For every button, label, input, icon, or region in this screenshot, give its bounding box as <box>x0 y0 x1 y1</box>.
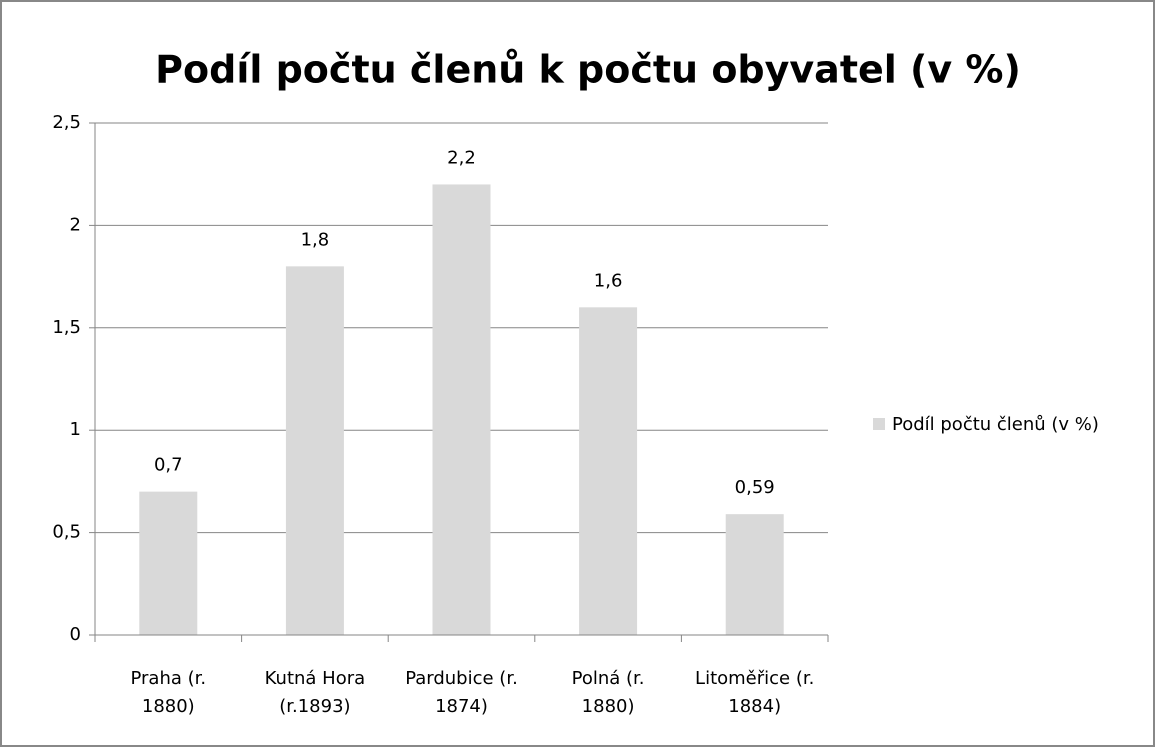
y-tick-label: 0 <box>70 624 81 645</box>
chart-title: Podíl počtu členů k počtu obyvatel (v %) <box>155 48 1021 92</box>
x-tick-label: Praha (r. 1880) <box>130 668 206 717</box>
data-label: 0,59 <box>735 477 775 498</box>
x-tick-label: Kutná Hora (r.1893) <box>265 668 366 717</box>
data-label: 1,8 <box>301 229 330 250</box>
y-tick-label: 2 <box>70 214 81 235</box>
x-tick-label: Pardubice (r. 1874) <box>405 668 518 717</box>
y-tick-label: 1 <box>70 419 81 440</box>
y-tick-label: 0,5 <box>52 522 81 543</box>
data-label: 2,2 <box>447 147 476 168</box>
x-tick-label-line: Polná (r. <box>572 668 645 689</box>
bar <box>725 514 784 635</box>
bar <box>139 491 198 635</box>
y-tick-label: 1,5 <box>52 317 81 338</box>
legend-label: Podíl počtu členů (v %) <box>892 414 1099 435</box>
x-tick-label-line: 1884) <box>728 696 781 717</box>
x-tick-label: Polná (r. 1880) <box>572 668 645 717</box>
bar <box>579 307 638 635</box>
x-tick-label-line: 1880) <box>142 696 195 717</box>
x-tick-label: Litoměřice (r. 1884) <box>695 668 814 717</box>
legend-swatch <box>873 418 885 430</box>
data-label: 0,7 <box>154 455 183 476</box>
x-tick-label-line: Litoměřice (r. <box>695 668 814 689</box>
x-tick-label-line: (r.1893) <box>279 696 350 717</box>
x-tick-label-line: Praha (r. <box>130 668 206 689</box>
x-tick-label-line: Pardubice (r. <box>405 668 518 689</box>
x-tick-label-line: Kutná Hora <box>265 668 366 689</box>
bar <box>432 184 491 635</box>
y-tick-label: 2,5 <box>52 112 81 133</box>
bar <box>285 266 344 635</box>
x-tick-label-line: 1880) <box>582 696 635 717</box>
data-label: 1,6 <box>594 270 623 291</box>
x-tick-label-line: 1874) <box>435 696 488 717</box>
